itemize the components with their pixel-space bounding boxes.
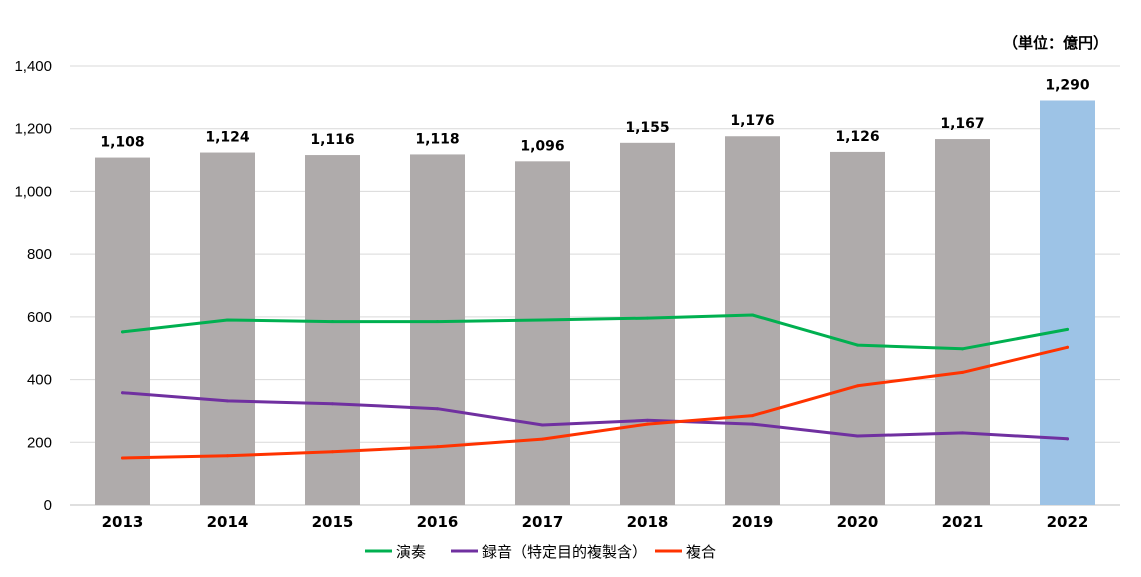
series-point-1: [646, 418, 649, 422]
series-line-0: [121, 313, 1069, 351]
legend-label: 複合: [686, 543, 716, 561]
series-point-2: [1066, 345, 1069, 349]
y-tick-label: 1,200: [14, 121, 52, 138]
bar: [515, 161, 570, 505]
bar: [935, 139, 990, 506]
series-point-1: [856, 434, 859, 438]
bar: [410, 154, 465, 506]
bar-data-label: 1,118: [415, 131, 459, 147]
bar-data-label: 1,167: [940, 116, 984, 132]
series-point-0: [961, 347, 964, 351]
series-point-2: [646, 422, 649, 426]
y-tick-label: 1,400: [14, 58, 52, 75]
series-point-2: [121, 456, 124, 460]
series-point-0: [541, 318, 544, 322]
series-point-1: [1066, 437, 1069, 441]
bar-data-label: 1,176: [730, 113, 774, 129]
series-point-1: [226, 399, 229, 403]
bar: [830, 151, 885, 505]
series-point-2: [436, 445, 439, 449]
x-tick-label: 2018: [627, 513, 669, 531]
bar-data-label: 1,126: [835, 129, 879, 145]
series-line-1: [121, 391, 1069, 441]
series-point-2: [541, 437, 544, 441]
bars: [95, 100, 1095, 506]
series-point-0: [751, 313, 754, 317]
series-point-2: [331, 450, 334, 454]
y-tick-label: 1,000: [14, 183, 52, 200]
series-point-1: [331, 402, 334, 406]
x-tick-label: 2020: [837, 513, 879, 531]
unit-label: （単位：億円）: [1003, 34, 1108, 52]
x-tick-label: 2016: [417, 513, 459, 531]
series-point-1: [541, 423, 544, 427]
series-point-0: [121, 330, 124, 334]
series-line-2: [121, 345, 1069, 460]
y-tick-label: 200: [27, 434, 52, 451]
bar-labels: 1,108 1,124 1,116 1,118 1,096 1,155 1,176 1,126…: [100, 77, 1090, 154]
x-tick-label: 2014: [207, 513, 249, 531]
legend: 演奏 録音（特定目的複製含） 複合: [365, 543, 716, 561]
bar-data-label: 1,116: [310, 132, 354, 148]
series-point-1: [961, 431, 964, 435]
x-axis-ticks: 2013 2014 2015 2016 2017 2018 2019 2020 2021 2022: [102, 513, 1089, 531]
series-point-1: [121, 391, 124, 395]
legend-label: 録音（特定目的複製含）: [482, 543, 647, 561]
series-point-0: [646, 316, 649, 320]
bar-data-label: 1,108: [100, 135, 144, 151]
bar-data-label: 1,124: [205, 130, 250, 146]
series-point-2: [961, 370, 964, 374]
bar-data-label: 1,155: [625, 120, 669, 136]
x-tick-label: 2013: [102, 513, 144, 531]
series-point-0: [331, 320, 334, 324]
series-point-2: [751, 414, 754, 418]
legend-label: 演奏: [396, 543, 426, 561]
series-point-0: [436, 320, 439, 324]
y-tick-label: 0: [44, 497, 52, 514]
x-tick-label: 2017: [522, 513, 564, 531]
x-tick-label: 2015: [312, 513, 354, 531]
series-point-1: [436, 407, 439, 411]
y-tick-label: 600: [27, 309, 52, 326]
x-tick-label: 2022: [1047, 513, 1089, 531]
series-point-0: [856, 343, 859, 347]
series-point-1: [751, 422, 754, 426]
series-point-0: [1066, 327, 1069, 331]
y-tick-label: 400: [27, 372, 52, 389]
series-point-2: [226, 454, 229, 458]
series-lines: [121, 313, 1069, 460]
bar: [1040, 100, 1095, 505]
bar: [305, 155, 360, 505]
bar-data-label: 1,290: [1045, 77, 1090, 93]
bar: [620, 142, 675, 505]
x-tick-label: 2021: [942, 513, 984, 531]
series-point-0: [226, 318, 229, 322]
bar: [200, 152, 255, 505]
series-point-2: [856, 384, 859, 388]
bar-data-label: 1,096: [520, 138, 564, 154]
y-tick-label: 800: [27, 246, 52, 263]
y-axis-ticks: 0 200 400 600 800 1,000 1,200 1,400: [14, 58, 52, 514]
x-tick-label: 2019: [732, 513, 774, 531]
